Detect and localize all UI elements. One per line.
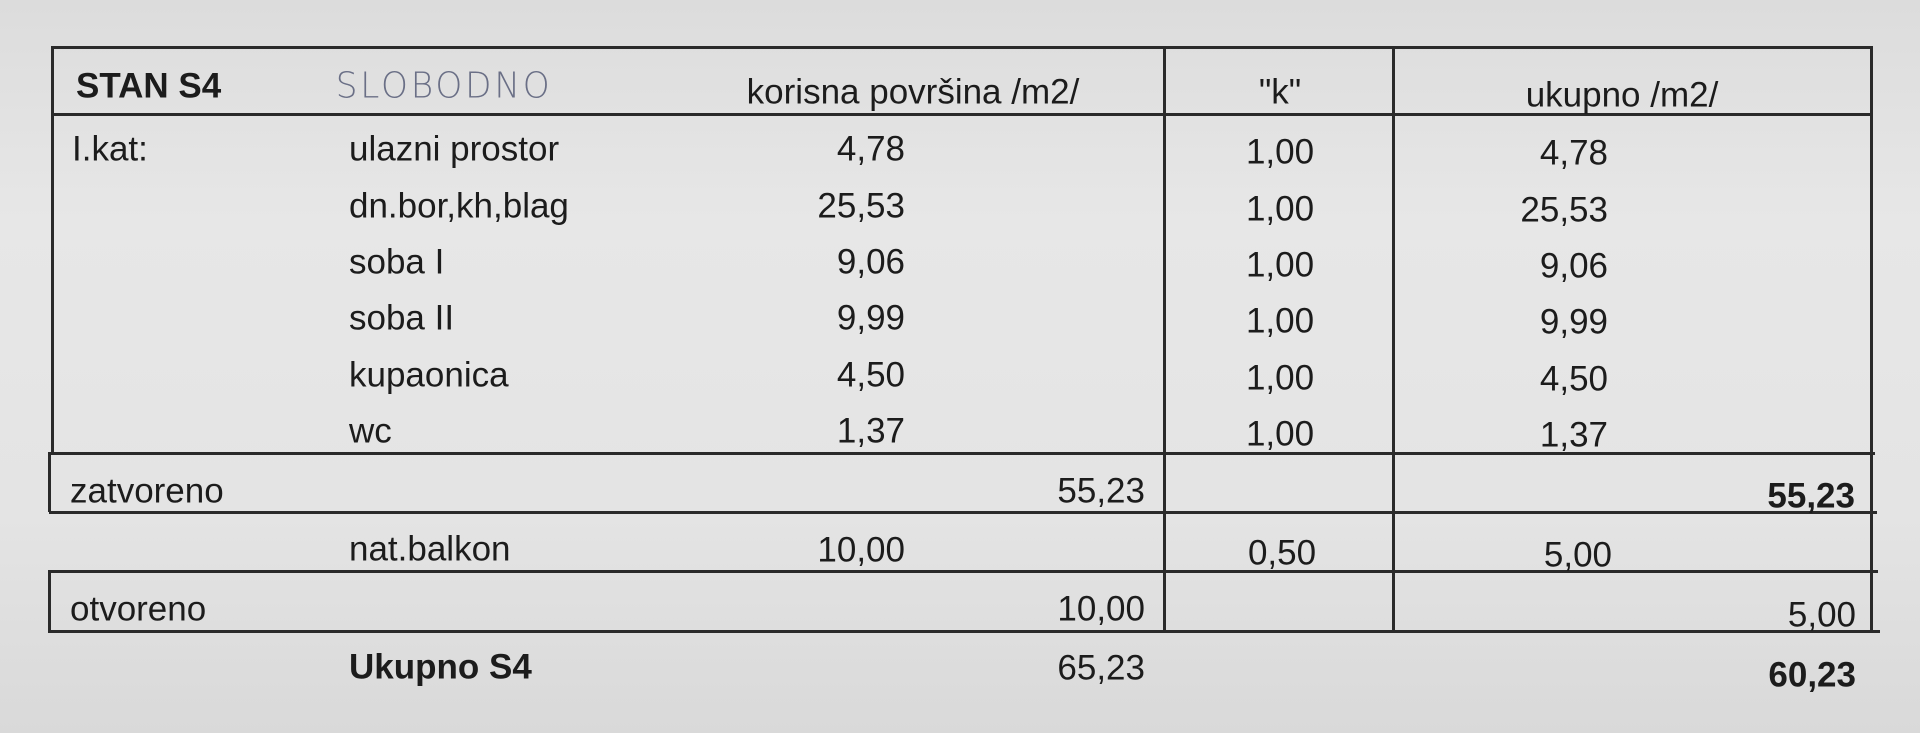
table-border-left-lower [48, 452, 51, 512]
room-k: 1,00 [1245, 245, 1315, 285]
open-total: 5,00 [1787, 595, 1856, 635]
room-total: 1,37 [1539, 415, 1608, 455]
table-border-top [51, 46, 1873, 49]
balcony-k: 0,50 [1247, 533, 1317, 573]
room-total: 4,78 [1539, 133, 1608, 173]
floor-label: I.kat: [72, 129, 148, 169]
closed-area: 55,23 [1057, 471, 1145, 511]
table-border-left-open [48, 570, 51, 632]
room-area: 25,53 [817, 186, 905, 226]
header-divider [51, 113, 1873, 116]
header-k: "k" [1258, 72, 1302, 112]
grand-total-label: Ukupno S4 [349, 647, 532, 687]
room-total: 25,53 [1520, 190, 1608, 230]
room-name: ulazni prostor [349, 129, 560, 169]
room-name: soba I [349, 242, 445, 282]
room-name: dn.bor,kh,blag [349, 186, 569, 226]
room-name: wc [349, 411, 392, 451]
grand-total-value: 60,23 [1768, 655, 1856, 695]
balcony-divider [48, 570, 1878, 573]
balcony-area: 10,00 [817, 530, 905, 570]
room-k: 1,00 [1245, 358, 1315, 398]
grand-total-area: 65,23 [1057, 648, 1145, 688]
room-total: 4,50 [1539, 359, 1608, 399]
col-divider-total [1392, 46, 1395, 632]
rooms-divider [49, 452, 1875, 455]
room-k: 1,00 [1245, 132, 1315, 172]
apartment-title: STAN S4 [76, 66, 222, 106]
table-border-right [1870, 46, 1873, 632]
room-total: 9,06 [1539, 246, 1608, 286]
closed-total: 55,23 [1767, 476, 1855, 516]
header-total: ukupno /m2/ [1525, 75, 1719, 115]
balcony-total: 5,00 [1543, 535, 1612, 575]
closed-label: zatvoreno [70, 471, 224, 511]
table-border-left [51, 46, 54, 453]
room-name: soba II [349, 298, 455, 338]
room-area: 1,37 [836, 411, 905, 451]
room-total: 9,99 [1539, 302, 1608, 342]
room-area: 9,06 [836, 242, 905, 282]
open-area: 10,00 [1057, 589, 1145, 629]
header-usable-area: korisna površina /m2/ [746, 72, 1080, 112]
room-k: 1,00 [1245, 189, 1315, 229]
handwritten-note: SLOBODNO [335, 65, 553, 107]
open-label: otvoreno [70, 589, 207, 629]
room-k: 1,00 [1245, 301, 1315, 341]
room-name: kupaonica [349, 355, 509, 395]
room-area: 9,99 [836, 298, 905, 338]
room-area: 4,78 [836, 129, 905, 169]
closed-divider [49, 511, 1877, 514]
room-k: 1,00 [1245, 414, 1315, 454]
room-area: 4,50 [836, 355, 905, 395]
col-divider-k [1163, 46, 1166, 632]
balcony-name: nat.balkon [349, 529, 511, 569]
table-border-bottom [48, 630, 1880, 633]
